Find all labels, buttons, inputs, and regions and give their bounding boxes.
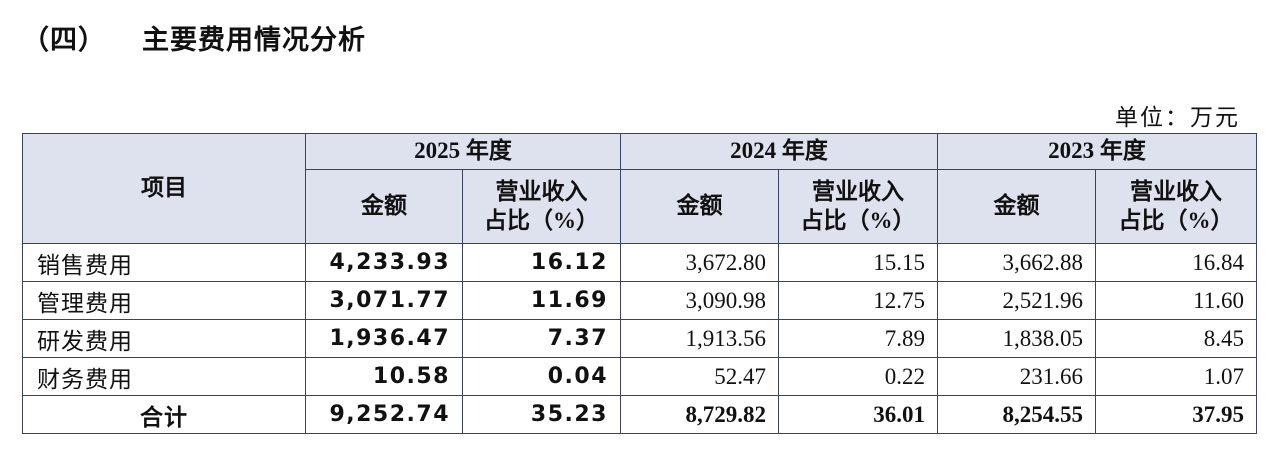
value-cell: 0.04 — [462, 357, 621, 396]
value-cell: 231.66 — [937, 357, 1096, 396]
value-cell: 16.84 — [1095, 243, 1257, 282]
amount-header: 金额 — [305, 169, 463, 244]
value-cell: 11.69 — [462, 281, 621, 320]
value-cell: 9,252.74 — [305, 395, 463, 434]
value-cell: 3,090.98 — [620, 281, 779, 320]
header-row: 项目 2025 年度 2024 年度 2023 年度 — [22, 133, 1257, 244]
header-row: 金额 营业收入 占比（%） 金额 营业收入 占比（%） 金额 营业收入 占比（%） — [23, 169, 1257, 244]
table-row: 管理费用 3,071.77 11.69 3,090.98 12.75 2,521.96 11… — [22, 281, 1257, 320]
value-cell: 10.58 — [305, 357, 463, 396]
value-cell: 35.23 — [462, 395, 621, 434]
value-cell: 8,729.82 — [620, 395, 779, 434]
amount-header: 金额 — [620, 169, 779, 244]
value-cell: 7.89 — [778, 319, 938, 358]
amount-header: 金额 — [937, 169, 1096, 244]
ratio-header-line: 占比（%） — [484, 207, 599, 233]
item-cell: 研发费用 — [22, 319, 306, 358]
value-cell: 7.37 — [462, 319, 621, 358]
year-header: 2023 年度 — [937, 133, 1257, 170]
ratio-header-line: 营业收入 — [1130, 178, 1222, 204]
value-cell: 3,662.88 — [937, 243, 1096, 282]
table-row: 合计 9,252.74 35.23 8,729.82 36.01 8,254.55 37.9… — [22, 395, 1257, 434]
section-title: （四） 主要费用情况分析 — [22, 18, 366, 57]
value-cell: 8.45 — [1095, 319, 1257, 358]
table-body: 销售费用 4,233.93 16.12 3,672.80 15.15 3,662.88 16… — [22, 243, 1257, 434]
value-cell: 15.15 — [778, 243, 938, 282]
item-header: 项目 — [22, 133, 306, 244]
ratio-header: 营业收入占比（%） — [462, 169, 621, 244]
value-cell: 11.60 — [1095, 281, 1257, 320]
table-row: 研发费用 1,936.47 7.37 1,913.56 7.89 1,838.05 8.45 — [22, 319, 1257, 358]
value-cell: 0.22 — [778, 357, 938, 396]
value-cell: 3,672.80 — [620, 243, 779, 282]
ratio-header-line: 营业收入 — [495, 178, 588, 204]
section-title-text: 主要费用情况分析 — [142, 25, 366, 55]
value-cell: 1,913.56 — [620, 319, 779, 358]
value-cell: 52.47 — [620, 357, 779, 396]
value-cell: 12.75 — [778, 281, 938, 320]
ratio-header: 营业收入占比（%） — [1095, 169, 1257, 244]
value-cell: 37.95 — [1095, 395, 1257, 434]
value-cell: 1,936.47 — [305, 319, 463, 358]
value-cell: 8,254.55 — [937, 395, 1096, 434]
ratio-header-line: 占比（%） — [1118, 207, 1234, 233]
expense-table: 项目 2025 年度 2024 年度 2023 年度 金额 营业收入 占比（%） 金额 营业… — [22, 133, 1257, 434]
value-cell: 2,521.96 — [937, 281, 1096, 320]
year-header: 2024 年度 — [620, 133, 938, 170]
table-row: 财务费用 10.58 0.04 52.47 0.22 231.66 1.07 — [22, 357, 1257, 396]
value-cell: 1.07 — [1095, 357, 1257, 396]
section-number: （四） — [22, 25, 106, 55]
item-cell: 合计 — [22, 395, 306, 434]
ratio-header-line: 占比（%） — [800, 207, 916, 233]
unit-note: 单位：万元 — [1115, 105, 1240, 130]
item-cell: 销售费用 — [22, 243, 306, 282]
year-header: 2025 年度 — [305, 133, 621, 170]
ratio-header-line: 营业收入 — [812, 178, 904, 204]
value-cell: 36.01 — [778, 395, 938, 434]
item-cell: 财务费用 — [22, 357, 306, 396]
value-cell: 3,071.77 — [305, 281, 463, 320]
value-cell: 16.12 — [462, 243, 621, 282]
ratio-header: 营业收入占比（%） — [778, 169, 938, 244]
value-cell: 1,838.05 — [937, 319, 1096, 358]
item-cell: 管理费用 — [22, 281, 306, 320]
value-cell: 4,233.93 — [305, 243, 463, 282]
table-row: 销售费用 4,233.93 16.12 3,672.80 15.15 3,662.88 16… — [22, 243, 1257, 282]
